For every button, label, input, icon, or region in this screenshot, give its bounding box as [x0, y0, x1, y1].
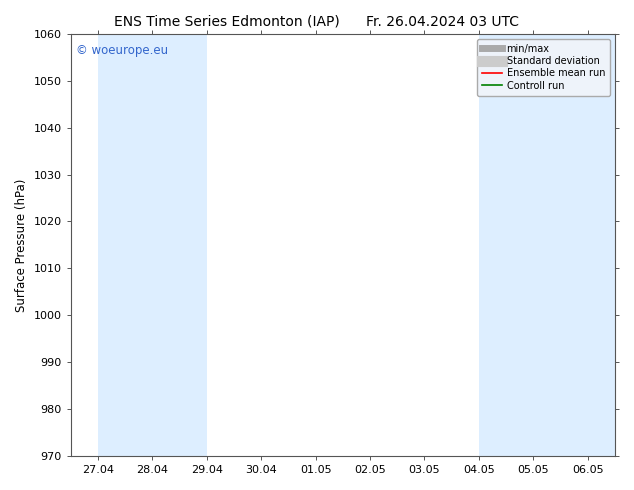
Bar [533, 34, 588, 456]
Y-axis label: Surface Pressure (hPa): Surface Pressure (hPa) [15, 178, 28, 312]
Bar [98, 34, 152, 456]
Bar [152, 34, 207, 456]
Bar [479, 34, 533, 456]
Legend: min/max, Standard deviation, Ensemble mean run, Controll run: min/max, Standard deviation, Ensemble me… [477, 39, 610, 96]
Bar [588, 34, 615, 456]
Text: ENS Time Series Edmonton (IAP)      Fr. 26.04.2024 03 UTC: ENS Time Series Edmonton (IAP) Fr. 26.04… [115, 15, 519, 29]
Text: © woeurope.eu: © woeurope.eu [76, 45, 168, 57]
